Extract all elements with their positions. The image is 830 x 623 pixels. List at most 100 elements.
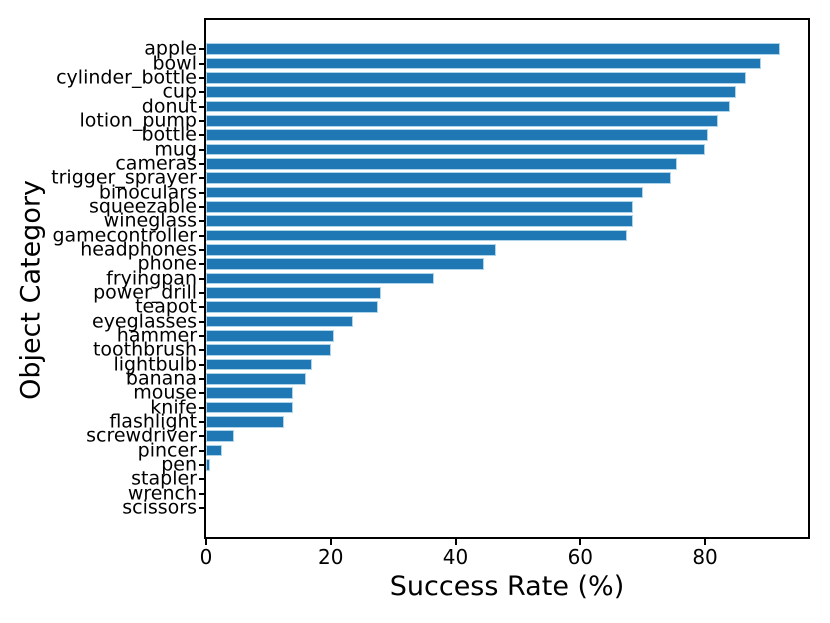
y-tick — [199, 291, 204, 294]
y-tick — [199, 134, 204, 137]
bar — [206, 229, 628, 242]
bar — [206, 201, 634, 213]
category-tick-label: pincer — [137, 439, 197, 461]
y-tick — [199, 177, 204, 180]
y-tick — [199, 91, 204, 94]
y-tick — [199, 478, 204, 481]
category-tick-label: banana — [125, 367, 197, 390]
bar — [206, 430, 235, 442]
category-tick-label: screwdriver — [86, 424, 197, 447]
x-tick-label: 60 — [567, 545, 594, 569]
category-tick-label: binoculars — [98, 181, 197, 203]
category-tick-label: cylinder_bottle — [56, 66, 197, 89]
bar — [206, 358, 313, 371]
category-tick-label: stapler — [131, 467, 197, 490]
category-tick-label: squeezable — [88, 195, 197, 218]
y-tick — [199, 492, 204, 495]
y-tick — [199, 349, 204, 352]
y-tick — [199, 205, 204, 208]
bar — [206, 244, 497, 256]
category-tick-label: toothbrush — [92, 338, 197, 361]
y-tick — [199, 306, 204, 309]
bar — [206, 301, 378, 313]
y-tick — [199, 377, 204, 380]
bar — [206, 344, 331, 356]
bar — [206, 172, 671, 184]
bar — [206, 43, 780, 55]
y-tick — [199, 449, 204, 452]
bar — [206, 186, 643, 199]
category-tick-label: trigger_sprayer — [51, 166, 197, 189]
y-tick — [199, 506, 204, 509]
bar — [206, 330, 334, 342]
category-tick-label: bottle — [141, 123, 197, 146]
category-tick-label: lotion_pump — [79, 109, 197, 132]
category-tick-label: cup — [162, 80, 197, 103]
category-tick-label: flashlight — [109, 410, 197, 433]
category-tick-label: headphones — [80, 238, 197, 261]
y-tick — [199, 263, 204, 266]
bar — [206, 143, 706, 156]
x-tick-label: 40 — [442, 545, 469, 569]
bar — [206, 258, 484, 270]
y-tick — [199, 234, 204, 237]
bar — [206, 272, 434, 285]
y-tick — [199, 48, 204, 51]
y-tick — [199, 435, 204, 438]
y-tick — [199, 320, 204, 323]
category-tick-label: wrench — [127, 482, 197, 504]
y-axis-label: Object Category — [15, 180, 47, 400]
bar — [206, 72, 746, 84]
x-tick — [454, 539, 457, 545]
bar — [206, 387, 294, 399]
x-axis-label: Success Rate (%) — [389, 571, 625, 602]
y-tick — [199, 191, 204, 194]
category-tick-label: lightbulb — [113, 353, 197, 375]
category-tick-label: knife — [150, 396, 197, 418]
y-tick — [199, 148, 204, 151]
bar — [206, 401, 294, 414]
bar — [206, 57, 762, 70]
category-tick-label: phone — [137, 252, 197, 275]
category-tick-label: bowl — [152, 52, 197, 74]
category-tick-label: mouse — [133, 381, 197, 404]
y-tick — [199, 392, 204, 395]
bar — [206, 158, 677, 170]
bar — [206, 100, 731, 113]
bar — [206, 416, 284, 428]
category-tick-label: cameras — [115, 152, 197, 175]
x-tick-label: 80 — [692, 545, 718, 569]
category-tick-label: eyeglasses — [92, 310, 197, 332]
bar — [206, 287, 381, 299]
x-tick-label: 20 — [318, 545, 344, 569]
bar — [206, 215, 634, 227]
bar — [206, 444, 222, 457]
plot-area: apple bowl cylinder_bottle cup donut lotion_p… — [51, 18, 810, 568]
category-tick-label: donut — [141, 95, 197, 117]
bar — [206, 86, 737, 98]
category-tick-label: apple — [144, 37, 197, 60]
y-tick — [199, 62, 204, 65]
y-tick — [199, 76, 204, 79]
y-tick — [199, 105, 204, 108]
x-tick — [579, 539, 582, 545]
bar — [206, 459, 211, 471]
category-tick-label: power_drill — [93, 281, 197, 304]
y-tick — [199, 406, 204, 409]
y-tick — [199, 248, 204, 251]
y-tick — [199, 277, 204, 280]
category-tick-label: mug — [154, 138, 197, 160]
y-tick — [199, 363, 204, 366]
y-tick — [199, 119, 204, 122]
y-tick — [199, 463, 204, 466]
category-tick-label: scissors — [122, 496, 197, 519]
x-tick — [704, 539, 707, 545]
category-tick-label: teapot — [135, 295, 197, 318]
x-tick — [329, 539, 332, 545]
bar — [206, 373, 306, 385]
category-tick-label: wineglass — [103, 209, 197, 232]
bar — [206, 129, 709, 141]
x-tick — [205, 539, 207, 545]
y-tick — [199, 334, 204, 337]
